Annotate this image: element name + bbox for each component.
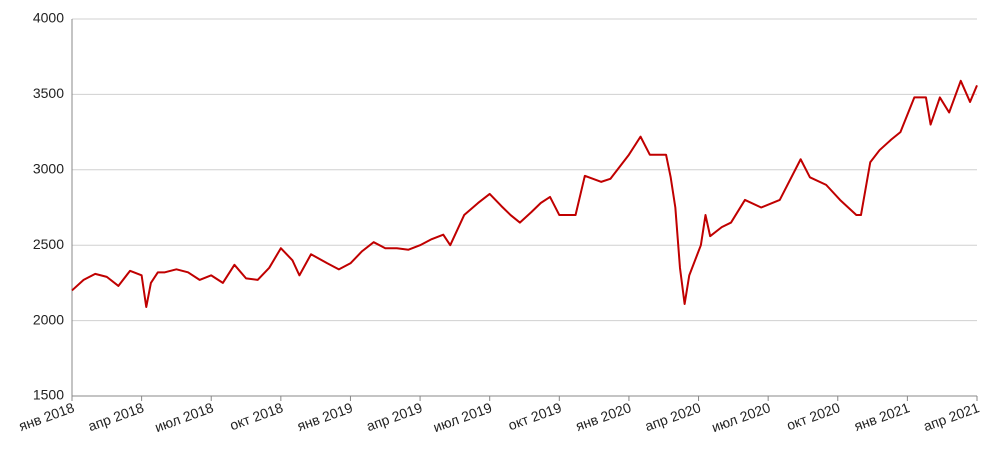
y-tick-label: 4000 [33,10,64,26]
x-tick-label: окт 2019 [506,399,564,433]
x-tick-label: июл 2019 [431,399,494,435]
x-tick-label: янв 2019 [295,399,355,434]
x-tick-label: апр 2020 [643,399,703,434]
line [71,79,978,309]
x-tick-label: янв 2021 [852,399,912,434]
y-tick-label: 1500 [33,387,64,403]
y-tick-label: 3000 [33,161,64,177]
x-tick-label: апр 2021 [921,399,981,434]
x-tick-label: окт 2020 [784,399,842,433]
x-tick-label: июл 2018 [153,399,216,435]
y-tick-label: 3500 [33,85,64,101]
x-tick-label: апр 2018 [86,399,146,434]
x-tick-label: янв 2020 [573,399,633,434]
x-tick-label: окт 2018 [227,399,285,433]
y-tick-label: 2000 [33,311,64,327]
x-tick-label: июл 2020 [709,399,772,435]
x-tick-label: апр 2019 [364,399,424,434]
y-tick-label: 2500 [33,236,64,252]
x-tick-label: янв 2018 [17,399,77,434]
